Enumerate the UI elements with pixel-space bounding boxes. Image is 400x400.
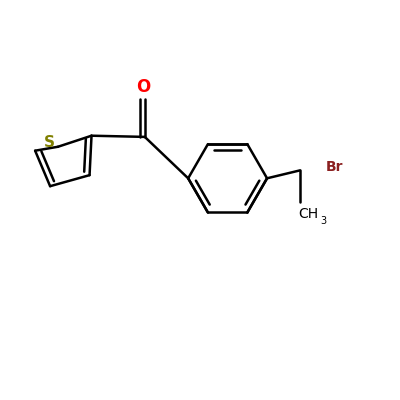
Text: 3: 3 (320, 216, 326, 226)
Text: S: S (44, 134, 55, 150)
Text: Br: Br (326, 160, 343, 174)
Text: O: O (136, 78, 151, 96)
Text: CH: CH (298, 207, 318, 221)
